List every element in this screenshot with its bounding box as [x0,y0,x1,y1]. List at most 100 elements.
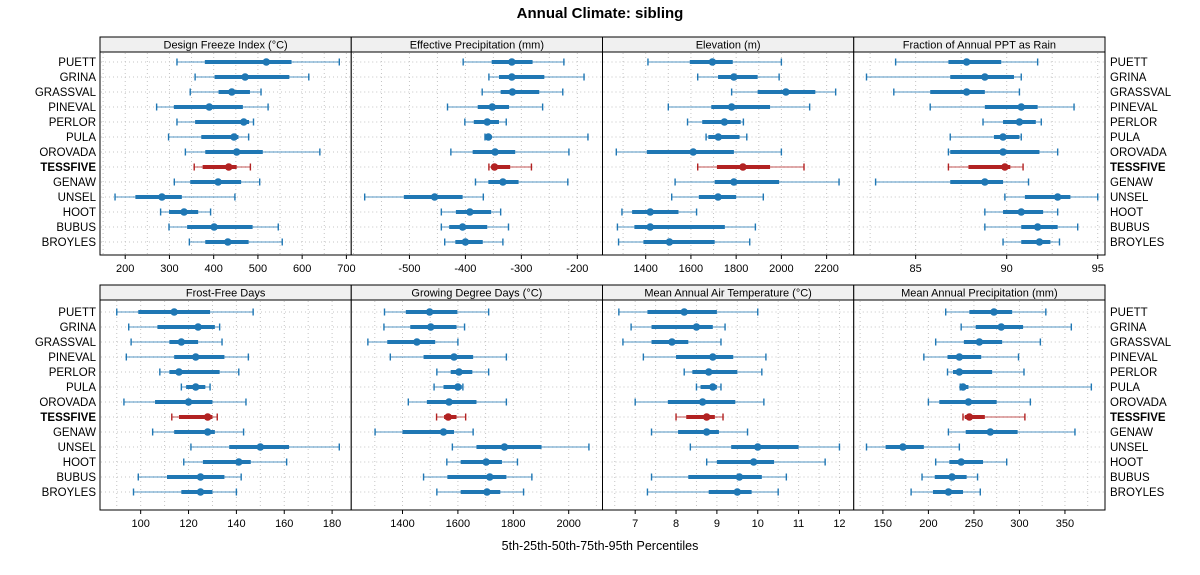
percentile-row-orovada [615,148,783,156]
median-dot [256,443,265,451]
percentile-row-perlor [176,118,255,126]
site-label-left-unsel: UNSEL [58,192,97,204]
median-dot [739,163,747,171]
median-dot [461,238,470,246]
site-label-right-pula: PULA [1110,382,1140,394]
site-label-left-tessfive: TESSFIVE [40,162,96,174]
median-dot [241,73,249,81]
site-label-right-bubus: BUBUS [1110,222,1150,234]
median-dot [955,353,964,361]
median-dot [955,368,964,376]
site-label-left-perlor: PERLOR [49,367,96,379]
median-dot [965,413,974,421]
x-tick-label: -200 [566,263,588,275]
percentile-row-unsel [114,193,236,201]
site-label-left-puett: PUETT [58,307,96,319]
panel-border [853,299,1106,511]
median-dot [239,118,248,126]
site-label-left-broyles: BROYLES [42,487,97,499]
site-label-right-perlor: PERLOR [1110,367,1157,379]
percentile-row-unsel [689,443,841,451]
median-dot [709,353,717,361]
median-dot [499,178,507,186]
median-dot [957,458,965,466]
percentile-row-tessfive [171,413,218,421]
percentile-row-pula [959,383,1093,391]
median-dot [214,178,222,186]
percentile-row-orovada [947,148,1059,156]
median-dot [444,413,453,421]
median-dot [730,178,738,186]
median-dot [508,73,516,81]
x-tick-label: 9 [714,518,720,530]
percentile-row-broyles [646,488,779,496]
site-label-left-orovada: OROVADA [39,397,96,409]
panel-mean-annual-air-temperature-c: Mean Annual Air Temperature (°C) 7 8 9 10 11 1… [602,284,855,530]
median-dot [458,223,467,231]
site-label-right-grina: GRINA [1110,322,1147,334]
panel-strip-title: Fraction of Annual PPT as Rain [903,40,1056,52]
median-dot [692,323,701,331]
panel-strip-title: Design Freeze Index (°C) [164,40,288,52]
site-label-left-hoot: HOOT [63,457,96,469]
panel-strip-title: Mean Annual Precipitation (mm) [901,288,1058,300]
median-dot [203,413,212,421]
median-dot [234,458,243,466]
x-tick-label: -400 [454,263,476,275]
median-dot [708,58,717,66]
site-label-right-unsel: UNSEL [1110,442,1149,454]
percentile-row-hoot [440,208,502,216]
percentile-row-perlor [946,368,1025,376]
percentile-row-bubus [921,473,979,481]
median-dot [191,353,200,361]
median-dot [714,193,722,201]
x-tick-label: 300 [1010,518,1028,530]
median-dot [990,308,998,316]
x-tick-label: 2000 [556,518,580,530]
site-label-left-grina: GRINA [60,72,97,84]
percentile-row-bubus [422,473,533,481]
percentile-row-grassval [622,338,722,346]
x-tick-label: 8 [673,518,679,530]
median-dot [177,338,186,346]
percentile-row-pula [433,383,464,391]
percentile-row-genaw [674,178,840,186]
x-tick-label: 2200 [814,263,838,275]
percentile-row-bubus [616,223,757,231]
percentile-row-broyles [188,238,283,246]
panel-elevation-m: Elevation (m) 1400 1600 1800 2000 2200 [602,36,855,275]
percentile-row-perlor [982,118,1042,126]
median-dot [196,473,205,481]
percentile-row-orovada [927,398,1032,406]
x-tick-label: 1800 [501,518,525,530]
percentile-row-pula [695,383,722,391]
median-dot [196,488,205,496]
median-dot [702,413,711,421]
x-tick-label: 250 [965,518,983,530]
percentile-row-hoot [984,208,1059,216]
percentile-row-perlor [436,368,490,376]
percentile-row-orovada [184,148,321,156]
x-tick-label: 12 [833,518,845,530]
x-tick-label: 500 [249,263,267,275]
chart-title: Annual Climate: sibling [516,5,684,22]
percentile-row-puett [944,308,1047,316]
site-label-left-unsel: UNSEL [58,442,97,454]
median-dot [1053,193,1062,201]
panel-frost-free-days: Frost-Free Days 100 120 140 160 180 [99,284,352,530]
median-dot [999,133,1007,141]
percentile-row-pula [180,383,211,391]
site-label-left-pineval: PINEVAL [48,102,96,114]
median-dot [413,338,421,346]
x-tick-label: 1400 [633,263,657,275]
percentile-row-pineval [642,353,767,361]
percentile-row-pineval [929,103,1075,111]
median-dot [646,223,655,231]
median-dot [730,73,738,81]
median-dot [702,428,711,436]
median-dot [986,428,995,436]
panel-strip-title: Effective Precipitation (mm) [410,40,544,52]
median-dot [508,88,517,96]
percentile-row-genaw [874,178,1030,186]
